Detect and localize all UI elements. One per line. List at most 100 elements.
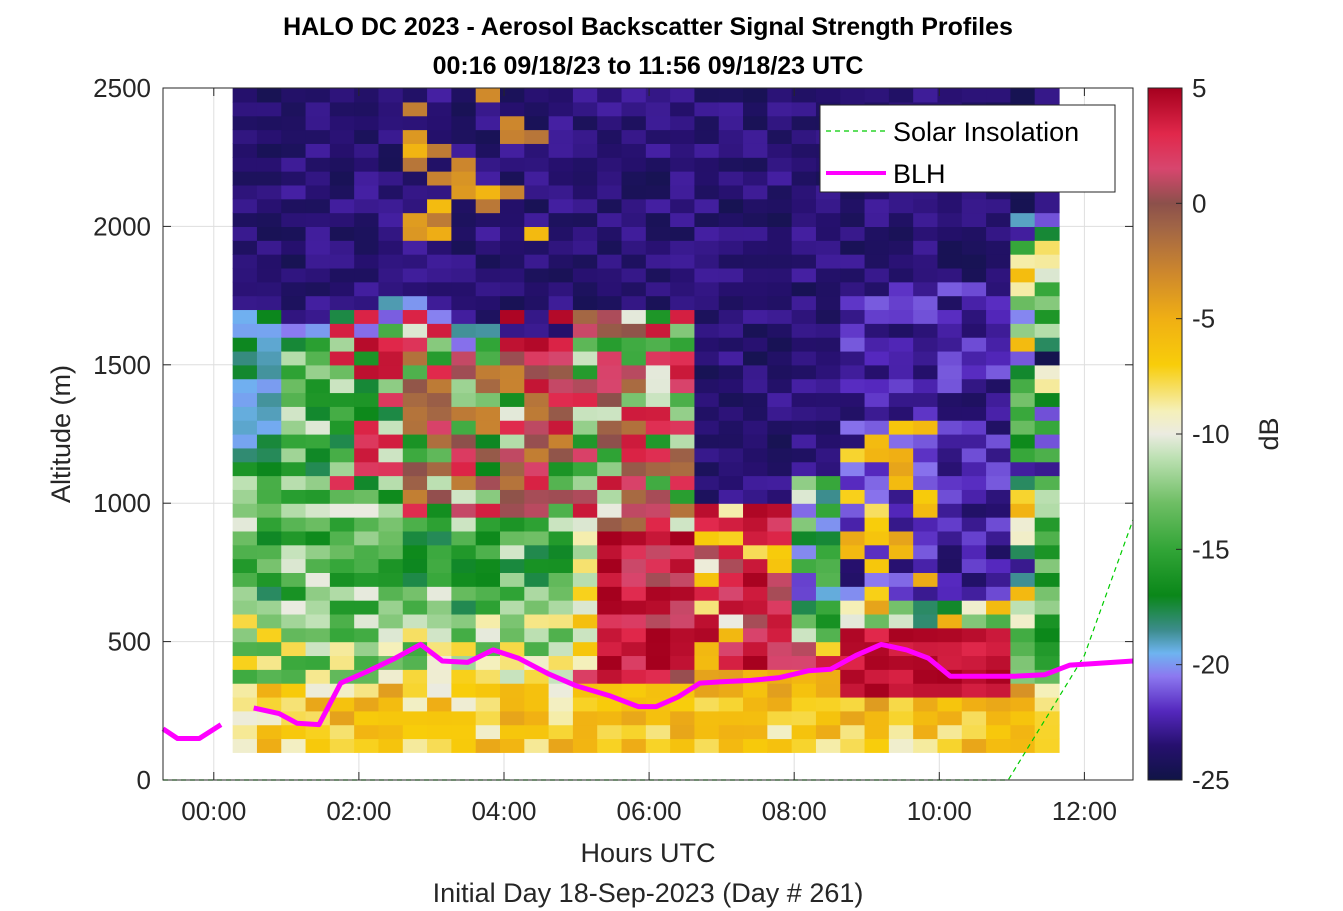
heatmap-cell <box>961 198 987 214</box>
heatmap-cell <box>986 475 1011 490</box>
heatmap-cell <box>791 489 817 504</box>
heatmap-cell <box>500 517 525 532</box>
x-tick-label: 08:00 <box>762 796 827 826</box>
heatmap-cell <box>888 350 914 366</box>
heatmap-cell <box>840 240 866 255</box>
heatmap-cell <box>791 101 817 117</box>
heatmap-cell <box>913 254 939 269</box>
heatmap-cell <box>670 212 696 227</box>
heatmap-cell <box>840 724 866 740</box>
heatmap-cell <box>378 586 404 601</box>
heatmap-cell <box>718 627 744 643</box>
heatmap-cell <box>256 309 282 324</box>
heatmap-cell <box>427 475 452 490</box>
heatmap-cell <box>281 696 307 712</box>
heatmap-cell <box>888 530 914 546</box>
heatmap-cell <box>961 683 987 698</box>
heatmap-cell <box>232 420 258 435</box>
heatmap-cell <box>718 738 744 753</box>
heatmap-cell <box>718 184 744 200</box>
heatmap-cell <box>645 558 671 573</box>
heatmap-cell <box>427 434 452 449</box>
heatmap-cell <box>888 198 914 214</box>
heatmap-cell <box>475 669 501 684</box>
heatmap-cell <box>815 350 841 366</box>
heatmap-cell <box>475 295 501 311</box>
heatmap-cell <box>937 309 963 324</box>
heatmap-cell <box>913 88 939 103</box>
heatmap-cell <box>232 475 258 490</box>
heatmap-cell <box>815 586 841 601</box>
heatmap-cell <box>329 489 355 504</box>
heatmap-cell <box>767 627 793 643</box>
heatmap-cell <box>937 475 963 490</box>
heatmap-cell <box>378 350 404 366</box>
heatmap-cell <box>451 710 477 726</box>
heatmap-cell <box>572 544 598 560</box>
heatmap-cell <box>548 171 574 186</box>
heatmap-cell <box>840 517 866 532</box>
heatmap-cell <box>743 724 768 740</box>
heatmap-cell <box>621 641 647 657</box>
heatmap-cell <box>597 503 623 518</box>
heatmap-cell <box>645 517 671 532</box>
heatmap-cell <box>500 558 525 573</box>
heatmap-cell <box>378 738 404 753</box>
heatmap-cell <box>888 600 914 615</box>
heatmap-cell <box>767 447 793 463</box>
heatmap-cell <box>645 378 671 394</box>
heatmap-cell <box>1010 613 1036 629</box>
heatmap-cell <box>1010 281 1036 297</box>
heatmap-cell <box>427 129 452 144</box>
heatmap-cell <box>305 171 331 186</box>
heatmap-cell <box>864 738 890 753</box>
heatmap-cell <box>329 198 355 214</box>
heatmap-cell <box>815 198 841 214</box>
heatmap-cell <box>840 461 866 477</box>
heatmap-cell <box>572 724 598 740</box>
heatmap-cell <box>329 129 355 144</box>
heatmap-cell <box>572 281 598 297</box>
heatmap-cell <box>256 655 282 670</box>
heatmap-cell <box>1010 364 1036 380</box>
heatmap-cell <box>986 613 1011 629</box>
heatmap-cell <box>767 295 793 311</box>
heatmap-cell <box>597 171 623 186</box>
heatmap-cell <box>548 254 574 269</box>
heatmap-cell <box>329 350 355 366</box>
heatmap-cell <box>548 129 574 144</box>
heatmap-cell <box>378 184 404 200</box>
heatmap-cell <box>1034 613 1060 629</box>
heatmap-cell <box>621 88 647 103</box>
heatmap-cell <box>475 530 501 546</box>
heatmap-cell <box>572 461 598 477</box>
heatmap-cell <box>329 337 355 352</box>
heatmap-cell <box>475 655 501 670</box>
heatmap-cell <box>791 586 817 601</box>
heatmap-cell <box>645 392 671 407</box>
heatmap-cell <box>645 489 671 504</box>
heatmap-cell <box>694 613 720 629</box>
heatmap-cell <box>694 434 720 449</box>
heatmap-cell <box>548 350 574 366</box>
heatmap-cell <box>718 600 744 615</box>
heatmap-cell <box>718 115 744 131</box>
heatmap-cell <box>670 323 696 338</box>
heatmap-cell <box>986 309 1011 324</box>
heatmap-cell <box>597 558 623 573</box>
heatmap-cell <box>743 475 768 490</box>
heatmap-cell <box>718 129 744 144</box>
heatmap-cell <box>961 392 987 407</box>
heatmap-cell <box>670 696 696 712</box>
heatmap-cell <box>1010 337 1036 352</box>
heatmap-cell <box>451 627 477 643</box>
heatmap-cell <box>281 627 307 643</box>
heatmap-cell <box>888 392 914 407</box>
heatmap-cell <box>913 710 939 726</box>
heatmap-cell <box>864 406 890 421</box>
heatmap-cell <box>427 738 452 753</box>
heatmap-cell <box>305 683 331 698</box>
heatmap-cell <box>815 710 841 726</box>
heatmap-cell <box>281 392 307 407</box>
heatmap-cell <box>743 696 768 712</box>
